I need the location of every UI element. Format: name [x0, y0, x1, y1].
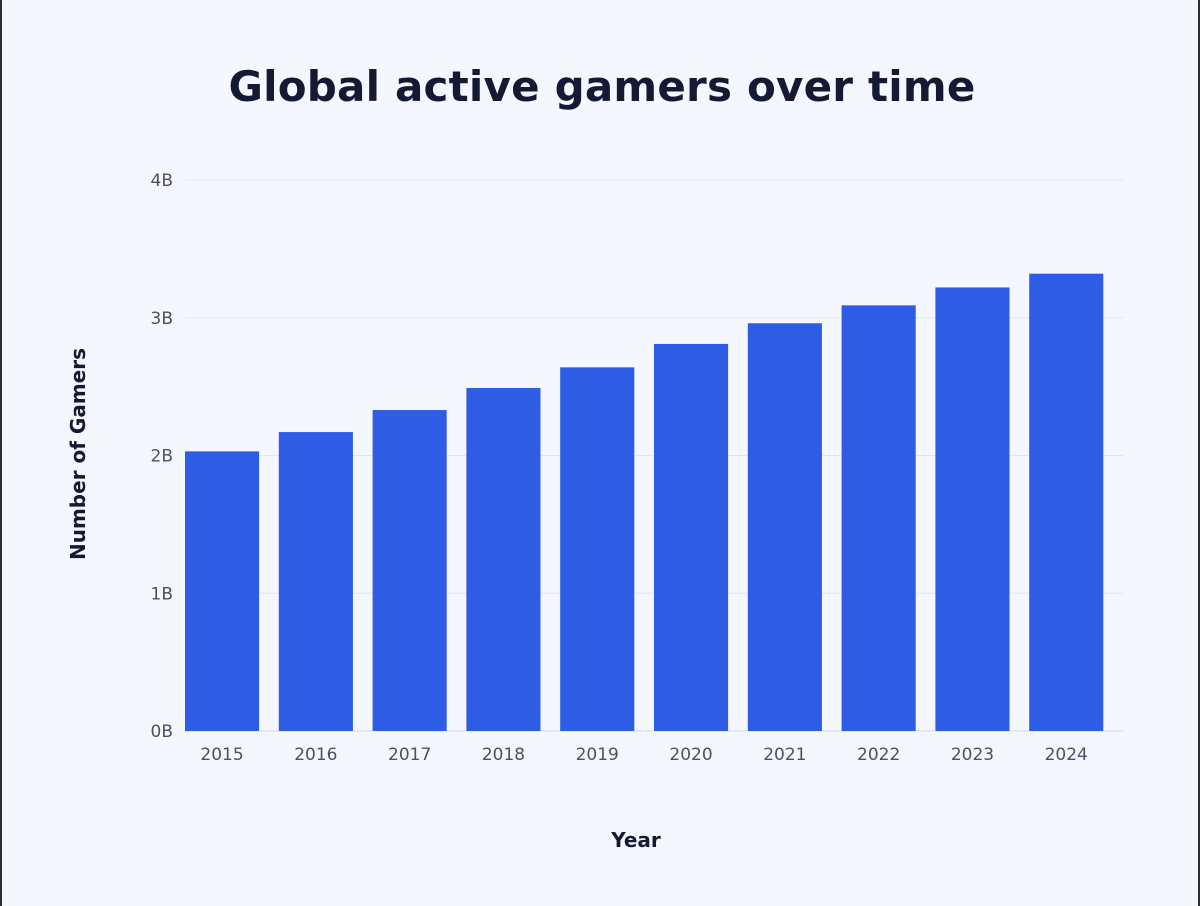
bar [372, 410, 447, 731]
x-tick-label: 2017 [388, 745, 431, 765]
bar [466, 388, 541, 731]
x-tick-label: 2015 [200, 745, 243, 765]
x-axis-label: Year [611, 828, 661, 852]
y-tick-label: 2B [151, 447, 173, 467]
x-tick-label: 2019 [576, 745, 619, 765]
y-tick-label: 4B [151, 171, 173, 191]
bar [935, 287, 1010, 731]
y-tick-label: 1B [151, 584, 173, 604]
y-tick-label: 0B [151, 722, 173, 742]
x-tick-label: 2020 [669, 745, 712, 765]
x-tick-label: 2022 [857, 745, 900, 765]
x-tick-label: 2018 [482, 745, 525, 765]
x-tick-label: 2016 [294, 745, 337, 765]
bar [185, 451, 260, 731]
bar [560, 367, 635, 731]
bar [1029, 273, 1104, 731]
x-tick-label: 2023 [951, 745, 994, 765]
bar [747, 323, 822, 731]
bar [278, 432, 353, 731]
bar [841, 305, 916, 731]
x-tick-label: 2024 [1045, 745, 1088, 765]
chart-title: Global active gamers over time [228, 62, 976, 111]
x-tick-label: 2021 [763, 745, 806, 765]
bar [654, 343, 729, 731]
y-tick-label: 3B [151, 309, 173, 329]
